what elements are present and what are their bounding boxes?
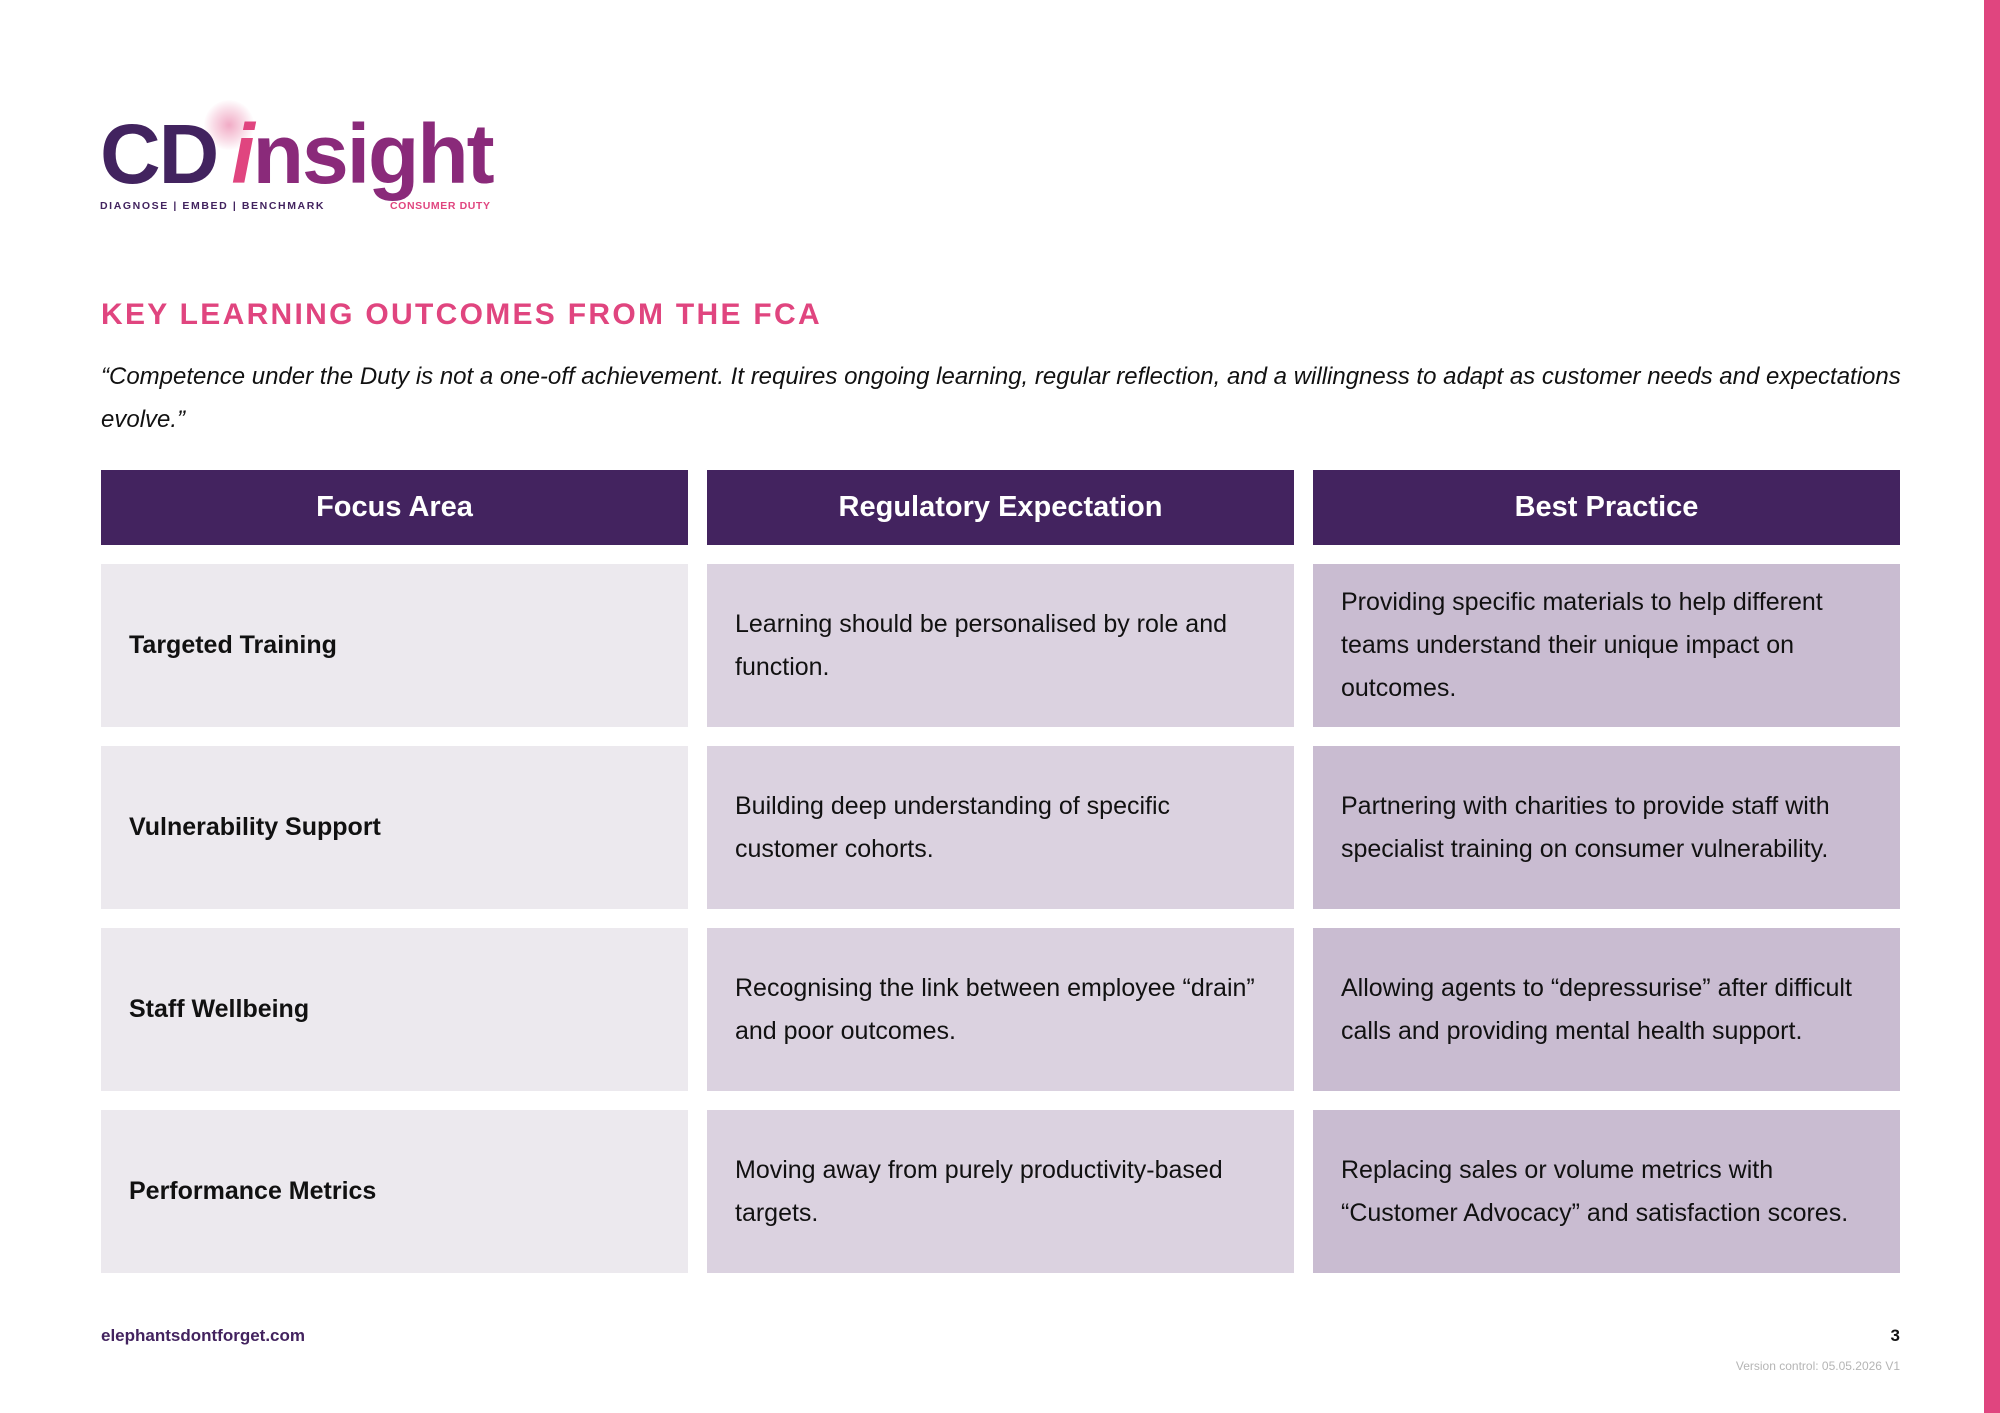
regulatory-expectation-cell: Building deep understanding of specific …	[707, 746, 1294, 909]
best-practice-cell: Allowing agents to “depressurise” after …	[1313, 928, 1900, 1091]
header-focus-area: Focus Area	[101, 470, 688, 545]
page-number: 3	[1890, 1326, 1900, 1345]
learning-outcomes-table: Focus Area Regulatory Expectation Best P…	[101, 470, 1901, 1273]
logo-glow-icon	[204, 100, 254, 150]
side-accent-bar	[1984, 0, 2000, 1413]
header-best-practice: Best Practice	[1313, 470, 1900, 545]
logo-wordmark: CD insight	[100, 112, 495, 196]
website-link[interactable]: elephantsdontforget.com	[101, 1326, 306, 1345]
table-header-row: Focus Area Regulatory Expectation Best P…	[101, 470, 1901, 545]
page-title: KEY LEARNING OUTCOMES FROM THE FCA	[101, 298, 822, 331]
header-regulatory-expectation: Regulatory Expectation	[707, 470, 1294, 545]
best-practice-cell: Providing specific materials to help dif…	[1313, 564, 1900, 727]
best-practice-cell: Partnering with charities to provide sta…	[1313, 746, 1900, 909]
regulatory-expectation-cell: Learning should be personalised by role …	[707, 564, 1294, 727]
logo-insight-text: nsight	[252, 107, 495, 201]
table-row: Performance Metrics Moving away from pur…	[101, 1110, 1901, 1273]
logo-consumer-duty: CONSUMER DUTY	[390, 200, 491, 212]
table-row: Vulnerability Support Building deep unde…	[101, 746, 1901, 909]
logo-cd: CD	[100, 107, 219, 201]
best-practice-cell: Replacing sales or volume metrics with “…	[1313, 1110, 1900, 1273]
regulatory-expectation-cell: Moving away from purely productivity-bas…	[707, 1110, 1294, 1273]
regulatory-expectation-cell: Recognising the link between employee “d…	[707, 928, 1294, 1091]
focus-area-cell: Performance Metrics	[101, 1110, 688, 1273]
focus-area-cell: Staff Wellbeing	[101, 928, 688, 1091]
focus-area-cell: Targeted Training	[101, 564, 688, 727]
fca-quote: “Competence under the Duty is not a one-…	[101, 363, 1901, 433]
table-row: Staff Wellbeing Recognising the link bet…	[101, 928, 1901, 1091]
version-control: Version control: 05.05.2026 V1	[1735, 1359, 1900, 1373]
logo-tagline: DIAGNOSE | EMBED | BENCHMARK	[100, 200, 326, 212]
focus-area-cell: Vulnerability Support	[101, 746, 688, 909]
table-row: Targeted Training Learning should be per…	[101, 564, 1901, 727]
cd-insight-logo: CD insight DIAGNOSE | EMBED | BENCHMARK C…	[100, 100, 495, 218]
table-body: Targeted Training Learning should be per…	[101, 564, 1901, 1273]
logo-i: i	[231, 107, 254, 201]
